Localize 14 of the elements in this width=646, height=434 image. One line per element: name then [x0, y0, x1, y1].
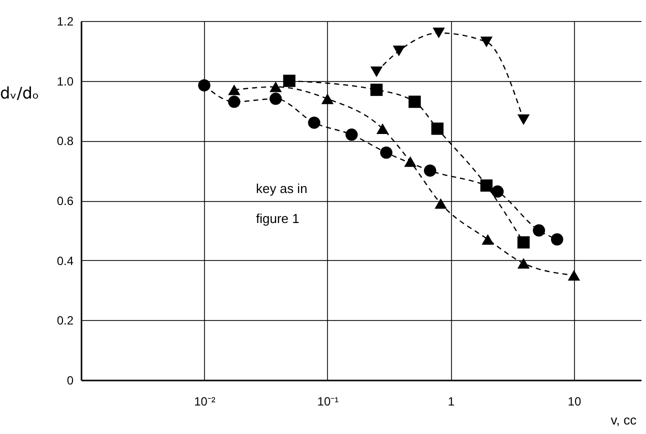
x-tick-label: 10: [568, 394, 582, 408]
y-tick-label: 1.0: [56, 74, 74, 88]
y-axis-title: dᵥ/dₒ: [0, 84, 39, 102]
y-tick-label: 1.2: [56, 14, 74, 28]
x-tick-label: 1: [448, 394, 455, 408]
y-tick-label: 0: [66, 374, 74, 388]
x-axis-title: v, cc: [610, 412, 637, 428]
x-tick-label: 10⁻²: [194, 394, 216, 408]
y-tick-label: 0.6: [56, 194, 74, 208]
y-tick-label: 0.8: [56, 134, 74, 148]
x-tick-label: 10⁻¹: [317, 394, 339, 408]
y-tick-label: 0.4: [56, 254, 74, 268]
y-tick-label: 0.2: [56, 314, 74, 328]
annotation: key as in figure 1: [256, 181, 308, 226]
